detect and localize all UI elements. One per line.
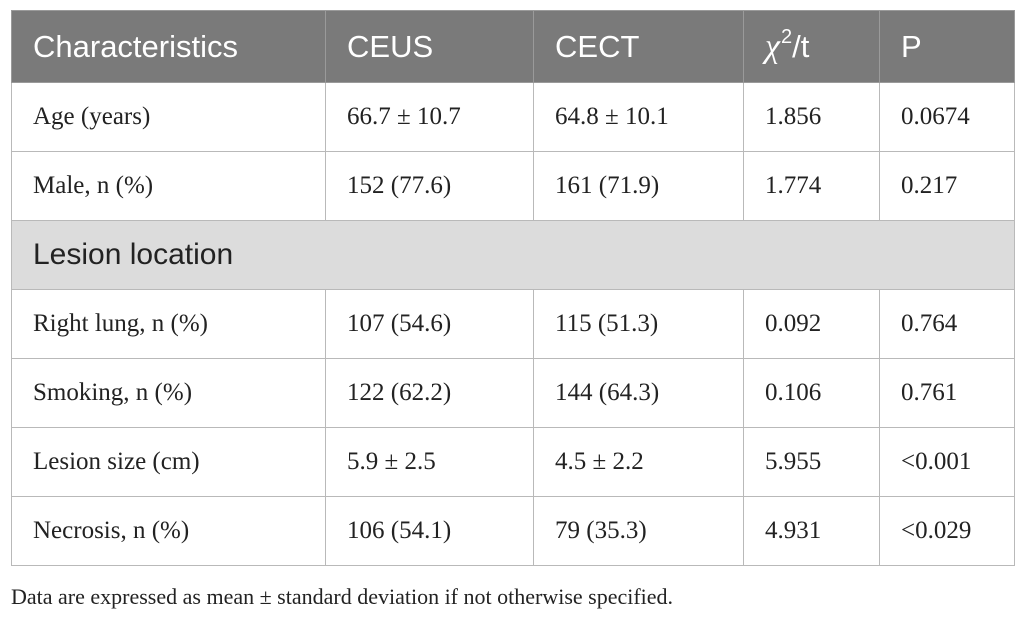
header-statistic: χ2/t — [743, 10, 880, 83]
p-value: 0.761 — [879, 358, 1015, 428]
p-value: 0.764 — [879, 289, 1015, 359]
ceus-value: 5.9 ± 2.5 — [325, 427, 534, 497]
cect-value: 79 (35.3) — [533, 496, 744, 566]
table-row: Lesion size (cm) 5.9 ± 2.5 4.5 ± 2.2 5.9… — [11, 427, 1015, 497]
table-row: Right lung, n (%) 107 (54.6) 115 (51.3) … — [11, 289, 1015, 359]
ceus-value: 152 (77.6) — [325, 151, 534, 221]
chi-superscript: 2 — [780, 25, 793, 48]
table-row: Necrosis, n (%) 106 (54.1) 79 (35.3) 4.9… — [11, 496, 1015, 566]
stat-value: 1.856 — [743, 82, 880, 152]
row-label: Male, n (%) — [11, 151, 326, 221]
header-ceus: CEUS — [325, 10, 534, 83]
cect-value: 144 (64.3) — [533, 358, 744, 428]
stat-value: 5.955 — [743, 427, 880, 497]
table-row: Smoking, n (%) 122 (62.2) 144 (64.3) 0.1… — [11, 358, 1015, 428]
row-label: Right lung, n (%) — [11, 289, 326, 359]
p-value: 0.217 — [879, 151, 1015, 221]
cect-value: 64.8 ± 10.1 — [533, 82, 744, 152]
stat-value: 4.931 — [743, 496, 880, 566]
stat-suffix: /t — [792, 28, 810, 64]
chi-symbol: χ — [765, 27, 780, 65]
cect-value: 161 (71.9) — [533, 151, 744, 221]
p-value: 0.0674 — [879, 82, 1015, 152]
header-row: Characteristics CEUS CECT χ2/t P — [11, 10, 1015, 83]
table-body: Age (years) 66.7 ± 10.7 64.8 ± 10.1 1.85… — [11, 82, 1015, 566]
table-row: Male, n (%) 152 (77.6) 161 (71.9) 1.774 … — [11, 151, 1015, 221]
p-value: <0.029 — [879, 496, 1015, 566]
row-label: Smoking, n (%) — [11, 358, 326, 428]
characteristics-table: Characteristics CEUS CECT χ2/t P Age (ye… — [11, 10, 1015, 566]
section-row: Lesion location — [11, 220, 1015, 290]
stat-value: 1.774 — [743, 151, 880, 221]
header-p: P — [879, 10, 1015, 83]
row-label: Lesion size (cm) — [11, 427, 326, 497]
ceus-value: 122 (62.2) — [325, 358, 534, 428]
table-footnote: Data are expressed as mean ± standard de… — [11, 584, 674, 609]
header-cect: CECT — [533, 10, 744, 83]
section-label: Lesion location — [11, 220, 1015, 290]
cect-value: 115 (51.3) — [533, 289, 744, 359]
stat-value: 0.092 — [743, 289, 880, 359]
p-value: <0.001 — [879, 427, 1015, 497]
header-characteristics: Characteristics — [11, 10, 326, 83]
table-header: Characteristics CEUS CECT χ2/t P — [11, 10, 1015, 83]
ceus-value: 106 (54.1) — [325, 496, 534, 566]
ceus-value: 66.7 ± 10.7 — [325, 82, 534, 152]
ceus-value: 107 (54.6) — [325, 289, 534, 359]
cect-value: 4.5 ± 2.2 — [533, 427, 744, 497]
stat-value: 0.106 — [743, 358, 880, 428]
row-label: Age (years) — [11, 82, 326, 152]
row-label: Necrosis, n (%) — [11, 496, 326, 566]
table-row: Age (years) 66.7 ± 10.7 64.8 ± 10.1 1.85… — [11, 82, 1015, 152]
